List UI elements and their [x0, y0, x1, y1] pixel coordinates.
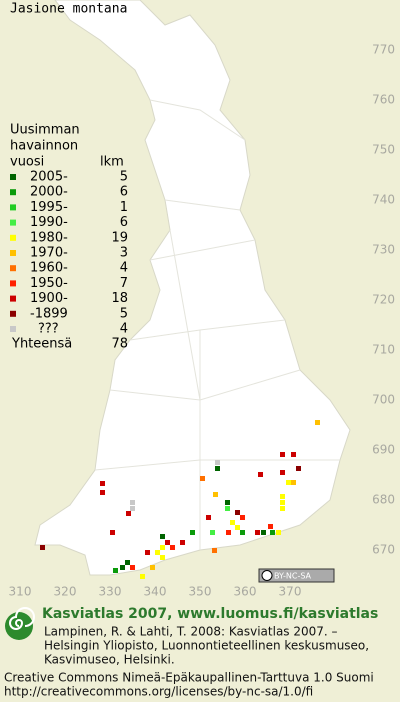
- total-label: Yhteensä: [11, 337, 72, 352]
- citation-line: Lampinen, R. & Lahti, T. 2008: Kasviatla…: [44, 625, 338, 639]
- legend-heading: vuosi: [10, 155, 44, 170]
- legend-swatch: [10, 189, 16, 196]
- legend-count: 4: [120, 322, 128, 337]
- legend-count: 7: [120, 276, 128, 291]
- x-tick-label: 310: [9, 585, 32, 599]
- brand: Kasviatlas 2007, www.luomus.fi/kasviatla…: [42, 606, 378, 622]
- x-tick-label: 350: [189, 585, 212, 599]
- legend-label: 1990-: [30, 215, 68, 230]
- legend-count: 5: [120, 170, 128, 185]
- y-tick-label: 680: [372, 493, 395, 507]
- legend-swatch: [10, 250, 16, 256]
- legend-label: 1960-: [30, 261, 68, 276]
- legend-label: ???: [38, 322, 59, 337]
- x-tick-label: 360: [234, 585, 257, 599]
- finland-outline: [34, 0, 351, 576]
- license-line: Creative Commons Nimeä-Epäkaupallinen-Ta…: [4, 671, 374, 685]
- y-tick-label: 750: [372, 143, 395, 157]
- total-value: 78: [111, 337, 128, 352]
- legend-label: 1900-: [30, 291, 68, 306]
- region-borders: [94, 99, 340, 550]
- legend-count: 4: [120, 261, 128, 276]
- legend-swatch: [10, 204, 16, 211]
- y-tick-label: 690: [372, 443, 395, 457]
- y-tick-label: 670: [372, 543, 395, 557]
- legend-swatch: [10, 219, 16, 226]
- legend-swatch: [10, 310, 16, 317]
- cc-badge: BY-NC-SA: [258, 568, 335, 583]
- license-line: http://creativecommons.org/licenses/by-n…: [4, 685, 313, 699]
- legend-heading: Uusimman: [10, 123, 80, 138]
- legend-swatch: [10, 174, 16, 180]
- y-tick-label: 740: [372, 193, 395, 207]
- legend-count: 5: [120, 306, 128, 321]
- legend-label: 1980-: [30, 230, 68, 245]
- y-tick-label: 770: [372, 43, 395, 57]
- legend-swatch: [10, 326, 16, 332]
- citation-line: Helsingin Yliopisto, Luonnontieteellinen…: [44, 639, 369, 653]
- cc-badge-text: BY-NC-SA: [274, 572, 312, 581]
- species-title: Jasione montana: [10, 2, 127, 17]
- legend-count: 6: [120, 185, 128, 200]
- y-tick-label: 700: [372, 393, 395, 407]
- y-tick-label: 730: [372, 243, 395, 257]
- legend-swatch: [10, 234, 16, 241]
- legend-count-heading: lkm: [100, 155, 124, 170]
- legend-label: 1950-: [30, 276, 68, 291]
- x-tick-label: 330: [99, 585, 122, 599]
- legend-count: 3: [120, 246, 128, 261]
- legend-label: 1995-: [30, 200, 68, 215]
- legend-count: 19: [111, 230, 128, 245]
- legend-label: 2000-: [30, 185, 68, 200]
- legend-swatch: [10, 280, 16, 287]
- occurrence-squares: [40, 420, 320, 579]
- y-tick-label: 710: [372, 343, 395, 357]
- citation-line: Kasvimuseo, Helsinki.: [44, 653, 175, 667]
- x-tick-label: 370: [279, 585, 302, 599]
- legend-count: 1: [120, 200, 128, 215]
- legend-count: 6: [120, 215, 128, 230]
- y-tick-label: 760: [372, 93, 395, 107]
- y-tick-label: 720: [372, 293, 395, 307]
- legend-swatch: [10, 265, 16, 272]
- x-tick-label: 340: [144, 585, 167, 599]
- legend-count: 18: [111, 291, 128, 306]
- legend-heading: havainnon: [10, 139, 78, 154]
- legend-label: -1899: [30, 306, 68, 321]
- legend-label: 2005-: [30, 170, 68, 185]
- kasviatlas-logo: [5, 607, 35, 640]
- legend-label: 1970-: [30, 246, 68, 261]
- legend-swatch: [10, 295, 16, 302]
- x-tick-label: 320: [54, 585, 77, 599]
